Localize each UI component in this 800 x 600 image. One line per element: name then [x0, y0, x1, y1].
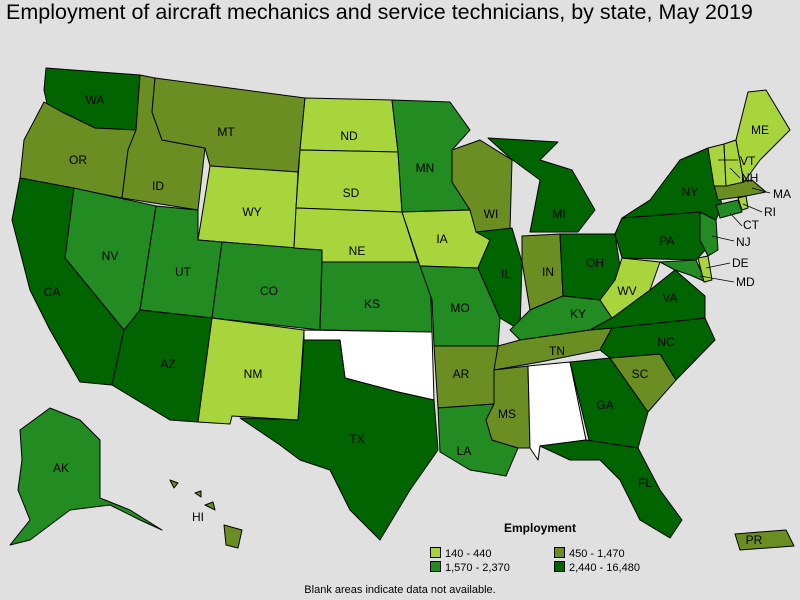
legend-label-3: 1,570 - 2,370	[445, 562, 510, 574]
legend-label-1: 140 - 440	[445, 548, 492, 560]
label-IL: IL	[501, 267, 511, 281]
legend-item-1: 140 - 440	[430, 547, 491, 560]
state-DE[interactable]	[697, 255, 713, 283]
legend-swatch-2	[554, 547, 565, 558]
label-MN: MN	[416, 161, 435, 175]
label-WI: WI	[484, 207, 499, 221]
label-OR: OR	[69, 153, 87, 167]
label-CT: CT	[743, 218, 760, 232]
label-NC: NC	[657, 335, 675, 349]
state-CT[interactable]	[715, 199, 743, 219]
callout-lines	[699, 159, 771, 283]
label-TX: TX	[349, 432, 364, 446]
state-IL[interactable]	[475, 227, 523, 331]
label-NH: NH	[741, 171, 758, 185]
label-NV: NV	[102, 249, 119, 263]
state-SD[interactable]	[295, 149, 403, 213]
label-MA: MA	[773, 187, 791, 201]
label-DE: DE	[732, 256, 749, 270]
label-AK: AK	[53, 461, 69, 475]
label-SC: SC	[632, 367, 649, 381]
label-VA: VA	[662, 291, 677, 305]
label-KS: KS	[364, 297, 380, 311]
label-NJ: NJ	[736, 235, 751, 249]
label-WV: WV	[617, 284, 636, 298]
label-MT: MT	[217, 125, 235, 139]
label-FL: FL	[638, 476, 652, 490]
map-title: Employment of aircraft mechanics and ser…	[6, 0, 753, 24]
label-MI: MI	[552, 207, 565, 221]
label-KY: KY	[570, 307, 586, 321]
legend-item-4: 2,440 - 16,480	[554, 561, 640, 574]
label-VT: VT	[740, 154, 756, 168]
label-NY: NY	[682, 185, 699, 199]
state-TX[interactable]	[239, 339, 439, 541]
label-ND: ND	[340, 129, 358, 143]
label-CO: CO	[260, 284, 278, 298]
state-KS[interactable]	[319, 261, 433, 333]
legend: Employment 140 - 440 450 - 1,470 1,570 -…	[430, 521, 730, 574]
state-ND[interactable]	[299, 97, 399, 153]
footnote: Blank areas indicate data not available.	[304, 584, 496, 596]
label-ID: ID	[152, 179, 164, 193]
state-FL[interactable]	[539, 439, 683, 539]
label-UT: UT	[175, 265, 192, 279]
label-ME: ME	[751, 123, 769, 137]
state-HI[interactable]	[169, 479, 243, 549]
legend-swatch-3	[430, 561, 441, 572]
label-NM: NM	[244, 367, 263, 381]
legend-swatch-4	[554, 561, 565, 572]
label-NE: NE	[349, 244, 366, 258]
label-IA: IA	[436, 232, 447, 246]
label-CA: CA	[44, 285, 61, 299]
legend-label-2: 450 - 1,470	[569, 548, 625, 560]
label-PR: PR	[746, 533, 763, 547]
state-MD[interactable]	[659, 259, 707, 283]
legend-label-4: 2,440 - 16,480	[569, 562, 640, 574]
label-IN: IN	[542, 265, 554, 279]
state-AK[interactable]	[9, 407, 163, 546]
legend-title: Employment	[504, 521, 577, 535]
state-GA[interactable]	[569, 357, 649, 449]
label-TN: TN	[549, 344, 565, 358]
label-RI: RI	[764, 205, 776, 219]
legend-item-2: 450 - 1,470	[554, 547, 625, 560]
label-WA: WA	[86, 93, 105, 107]
label-LA: LA	[457, 444, 472, 458]
label-MD: MD	[736, 275, 755, 289]
state-PR[interactable]	[734, 529, 795, 551]
state-labels: WA OR CA NV ID MT WY UT AZ CO NM ND SD N…	[44, 93, 791, 547]
label-MO: MO	[450, 301, 469, 315]
legend-item-3: 1,570 - 2,370	[430, 561, 510, 574]
label-PA: PA	[659, 234, 674, 248]
label-AR: AR	[453, 367, 470, 381]
state-ME[interactable]	[735, 89, 791, 183]
label-WY: WY	[242, 205, 261, 219]
label-AZ: AZ	[160, 357, 175, 371]
label-MS: MS	[498, 407, 516, 421]
label-OH: OH	[586, 256, 604, 270]
state-NY[interactable]	[621, 147, 723, 221]
label-GA: GA	[596, 398, 613, 412]
legend-swatch-1	[430, 547, 441, 558]
label-SD: SD	[343, 186, 360, 200]
state-MI[interactable]	[487, 137, 596, 233]
label-HI: HI	[192, 510, 204, 524]
